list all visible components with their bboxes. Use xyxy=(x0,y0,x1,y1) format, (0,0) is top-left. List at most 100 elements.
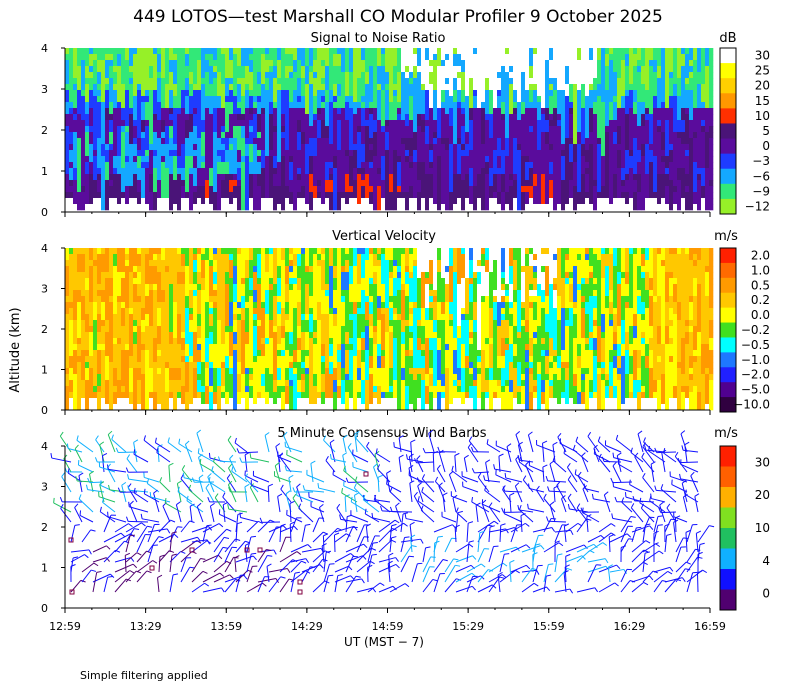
heatmap-cell xyxy=(393,120,398,127)
heatmap-cell xyxy=(113,338,118,345)
heatmap-cell xyxy=(649,48,654,55)
heatmap-cell xyxy=(85,192,90,199)
heatmap-cell xyxy=(117,320,122,327)
heatmap-cell xyxy=(165,96,170,103)
heatmap-cell xyxy=(261,60,266,67)
heatmap-cell xyxy=(617,54,622,61)
heatmap-cell xyxy=(69,320,74,327)
heatmap-cell xyxy=(137,302,142,309)
heatmap-cell xyxy=(545,96,550,103)
heatmap-cell xyxy=(309,114,314,121)
heatmap-cell xyxy=(101,72,106,79)
heatmap-cell xyxy=(161,198,166,205)
heatmap-cell xyxy=(337,180,342,187)
heatmap-cell xyxy=(101,144,106,151)
heatmap-cell xyxy=(141,180,146,187)
heatmap-cell xyxy=(685,90,690,97)
heatmap-cell xyxy=(401,114,406,121)
heatmap-cell xyxy=(365,180,370,187)
heatmap-cell xyxy=(509,186,514,193)
heatmap-cell xyxy=(133,350,138,357)
heatmap-cell xyxy=(89,398,94,405)
heatmap-cell xyxy=(349,84,354,91)
heatmap-cell xyxy=(549,72,554,79)
heatmap-cell xyxy=(105,60,110,67)
heatmap-cell xyxy=(121,272,126,279)
heatmap-cell xyxy=(121,192,126,199)
heatmap-cell xyxy=(129,290,134,297)
heatmap-cell xyxy=(121,114,126,121)
heatmap-cell xyxy=(133,150,138,157)
heatmap-cell xyxy=(353,138,358,145)
heatmap-cell xyxy=(85,338,90,345)
heatmap-cell xyxy=(545,168,550,175)
heatmap-cell xyxy=(505,162,510,169)
heatmap-cell xyxy=(165,192,170,199)
heatmap-cell xyxy=(361,156,366,163)
heatmap-cell xyxy=(433,60,438,67)
heatmap-cell xyxy=(121,302,126,309)
heatmap-cell xyxy=(625,60,630,67)
heatmap-cell xyxy=(73,138,78,145)
heatmap-cell xyxy=(417,174,422,181)
heatmap-cell xyxy=(149,66,154,73)
heatmap-cell xyxy=(285,66,290,73)
heatmap-cell xyxy=(465,144,470,151)
heatmap-cell xyxy=(93,284,98,291)
heatmap-cell xyxy=(641,144,646,151)
heatmap-cell xyxy=(77,96,82,103)
heatmap-cell xyxy=(173,54,178,61)
heatmap-cell xyxy=(293,150,298,157)
heatmap-cell xyxy=(649,198,654,205)
heatmap-cell xyxy=(109,254,114,261)
heatmap-cell xyxy=(413,156,418,163)
heatmap-cell xyxy=(401,84,406,91)
heatmap-cell xyxy=(233,162,238,169)
heatmap-cell xyxy=(525,204,530,211)
heatmap-cell xyxy=(189,192,194,199)
heatmap-cell xyxy=(85,380,90,387)
heatmap-cell xyxy=(81,362,86,369)
heatmap-cell xyxy=(633,168,638,175)
heatmap-cell xyxy=(629,198,634,205)
heatmap-cell xyxy=(621,60,626,67)
heatmap-cell xyxy=(437,198,442,205)
heatmap-cell xyxy=(565,156,570,163)
heatmap-cell xyxy=(301,48,306,55)
heatmap-cell xyxy=(545,162,550,169)
heatmap-cell xyxy=(337,144,342,151)
heatmap-cell xyxy=(513,54,518,61)
heatmap-cell xyxy=(93,404,98,411)
heatmap-cell xyxy=(185,84,190,91)
heatmap-cell xyxy=(709,162,714,169)
heatmap-cell xyxy=(589,114,594,121)
heatmap-cell xyxy=(513,138,518,145)
heatmap-cell xyxy=(293,102,298,109)
heatmap-cell xyxy=(177,114,182,121)
heatmap-cell xyxy=(297,48,302,55)
heatmap-cell xyxy=(653,186,658,193)
heatmap-cell xyxy=(265,60,270,67)
heatmap-cell xyxy=(157,84,162,91)
heatmap-cell xyxy=(533,102,538,109)
heatmap-cell xyxy=(257,72,262,79)
heatmap-cell xyxy=(609,66,614,73)
heatmap-cell xyxy=(517,162,522,169)
heatmap-cell xyxy=(605,108,610,115)
heatmap-cell xyxy=(261,198,266,205)
heatmap-cell xyxy=(709,132,714,139)
heatmap-cell xyxy=(225,54,230,61)
heatmap-cell xyxy=(93,332,98,339)
heatmap-cell xyxy=(473,174,478,181)
heatmap-cell xyxy=(417,126,422,133)
heatmap-cell xyxy=(453,66,458,73)
heatmap-cell xyxy=(589,60,594,67)
heatmap-cell xyxy=(89,102,94,109)
heatmap-cell xyxy=(593,150,598,157)
heatmap-cell xyxy=(293,168,298,175)
heatmap-cell xyxy=(645,132,650,139)
heatmap-cell xyxy=(557,84,562,91)
heatmap-cell xyxy=(101,374,106,381)
heatmap-cell xyxy=(65,168,70,175)
